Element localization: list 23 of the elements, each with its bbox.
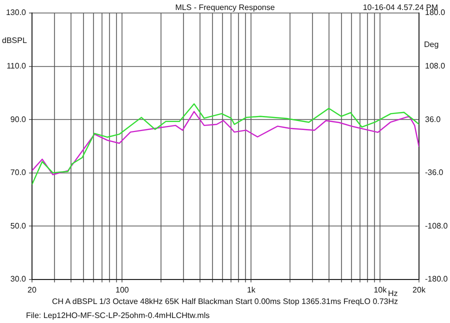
y2-tick-label: -108.0 bbox=[425, 221, 448, 230]
x-axis-title: Hz bbox=[388, 289, 398, 298]
y2-tick-label: 108.0 bbox=[425, 61, 446, 70]
y2-tick-label: -36.0 bbox=[425, 168, 444, 178]
x-tick-label: 10k bbox=[374, 285, 388, 294]
y-tick-label: 110.0 bbox=[6, 61, 27, 70]
y2-tick-label: 36.0 bbox=[425, 114, 442, 124]
y-tick-label: 130.0 bbox=[6, 8, 27, 18]
x-tick-label: 100 bbox=[115, 285, 130, 294]
y-tick-label: 30.0 bbox=[10, 274, 27, 284]
x-tick-label: 1k bbox=[246, 285, 256, 294]
chart-title: MLS - Frequency Response bbox=[175, 3, 275, 12]
x-tick-label: 20 bbox=[28, 285, 37, 294]
text: CH A dBSPL 1/3 Octave 48kHz 65K Half Blackman Start 0.00ms Stop 1365.31ms FreqLO 0.73Hz bbox=[50, 297, 400, 306]
y-tick-label: 70.0 bbox=[10, 168, 27, 178]
y2-tick-label: 180.0 bbox=[425, 8, 446, 18]
x-tick-label: 20k bbox=[412, 285, 426, 294]
y2-tick-label: -180.0 bbox=[425, 274, 448, 284]
y-tick-label: 50.0 bbox=[10, 221, 27, 230]
y-tick-label: 90.0 bbox=[10, 114, 27, 124]
y-axis-title: dBSPL bbox=[2, 36, 27, 45]
text: File: Lep12HO-MF-SC-LP-25ohm-0.4mHLCHtw.mls bbox=[26, 311, 210, 320]
y2-axis-title: Deg bbox=[424, 40, 439, 49]
